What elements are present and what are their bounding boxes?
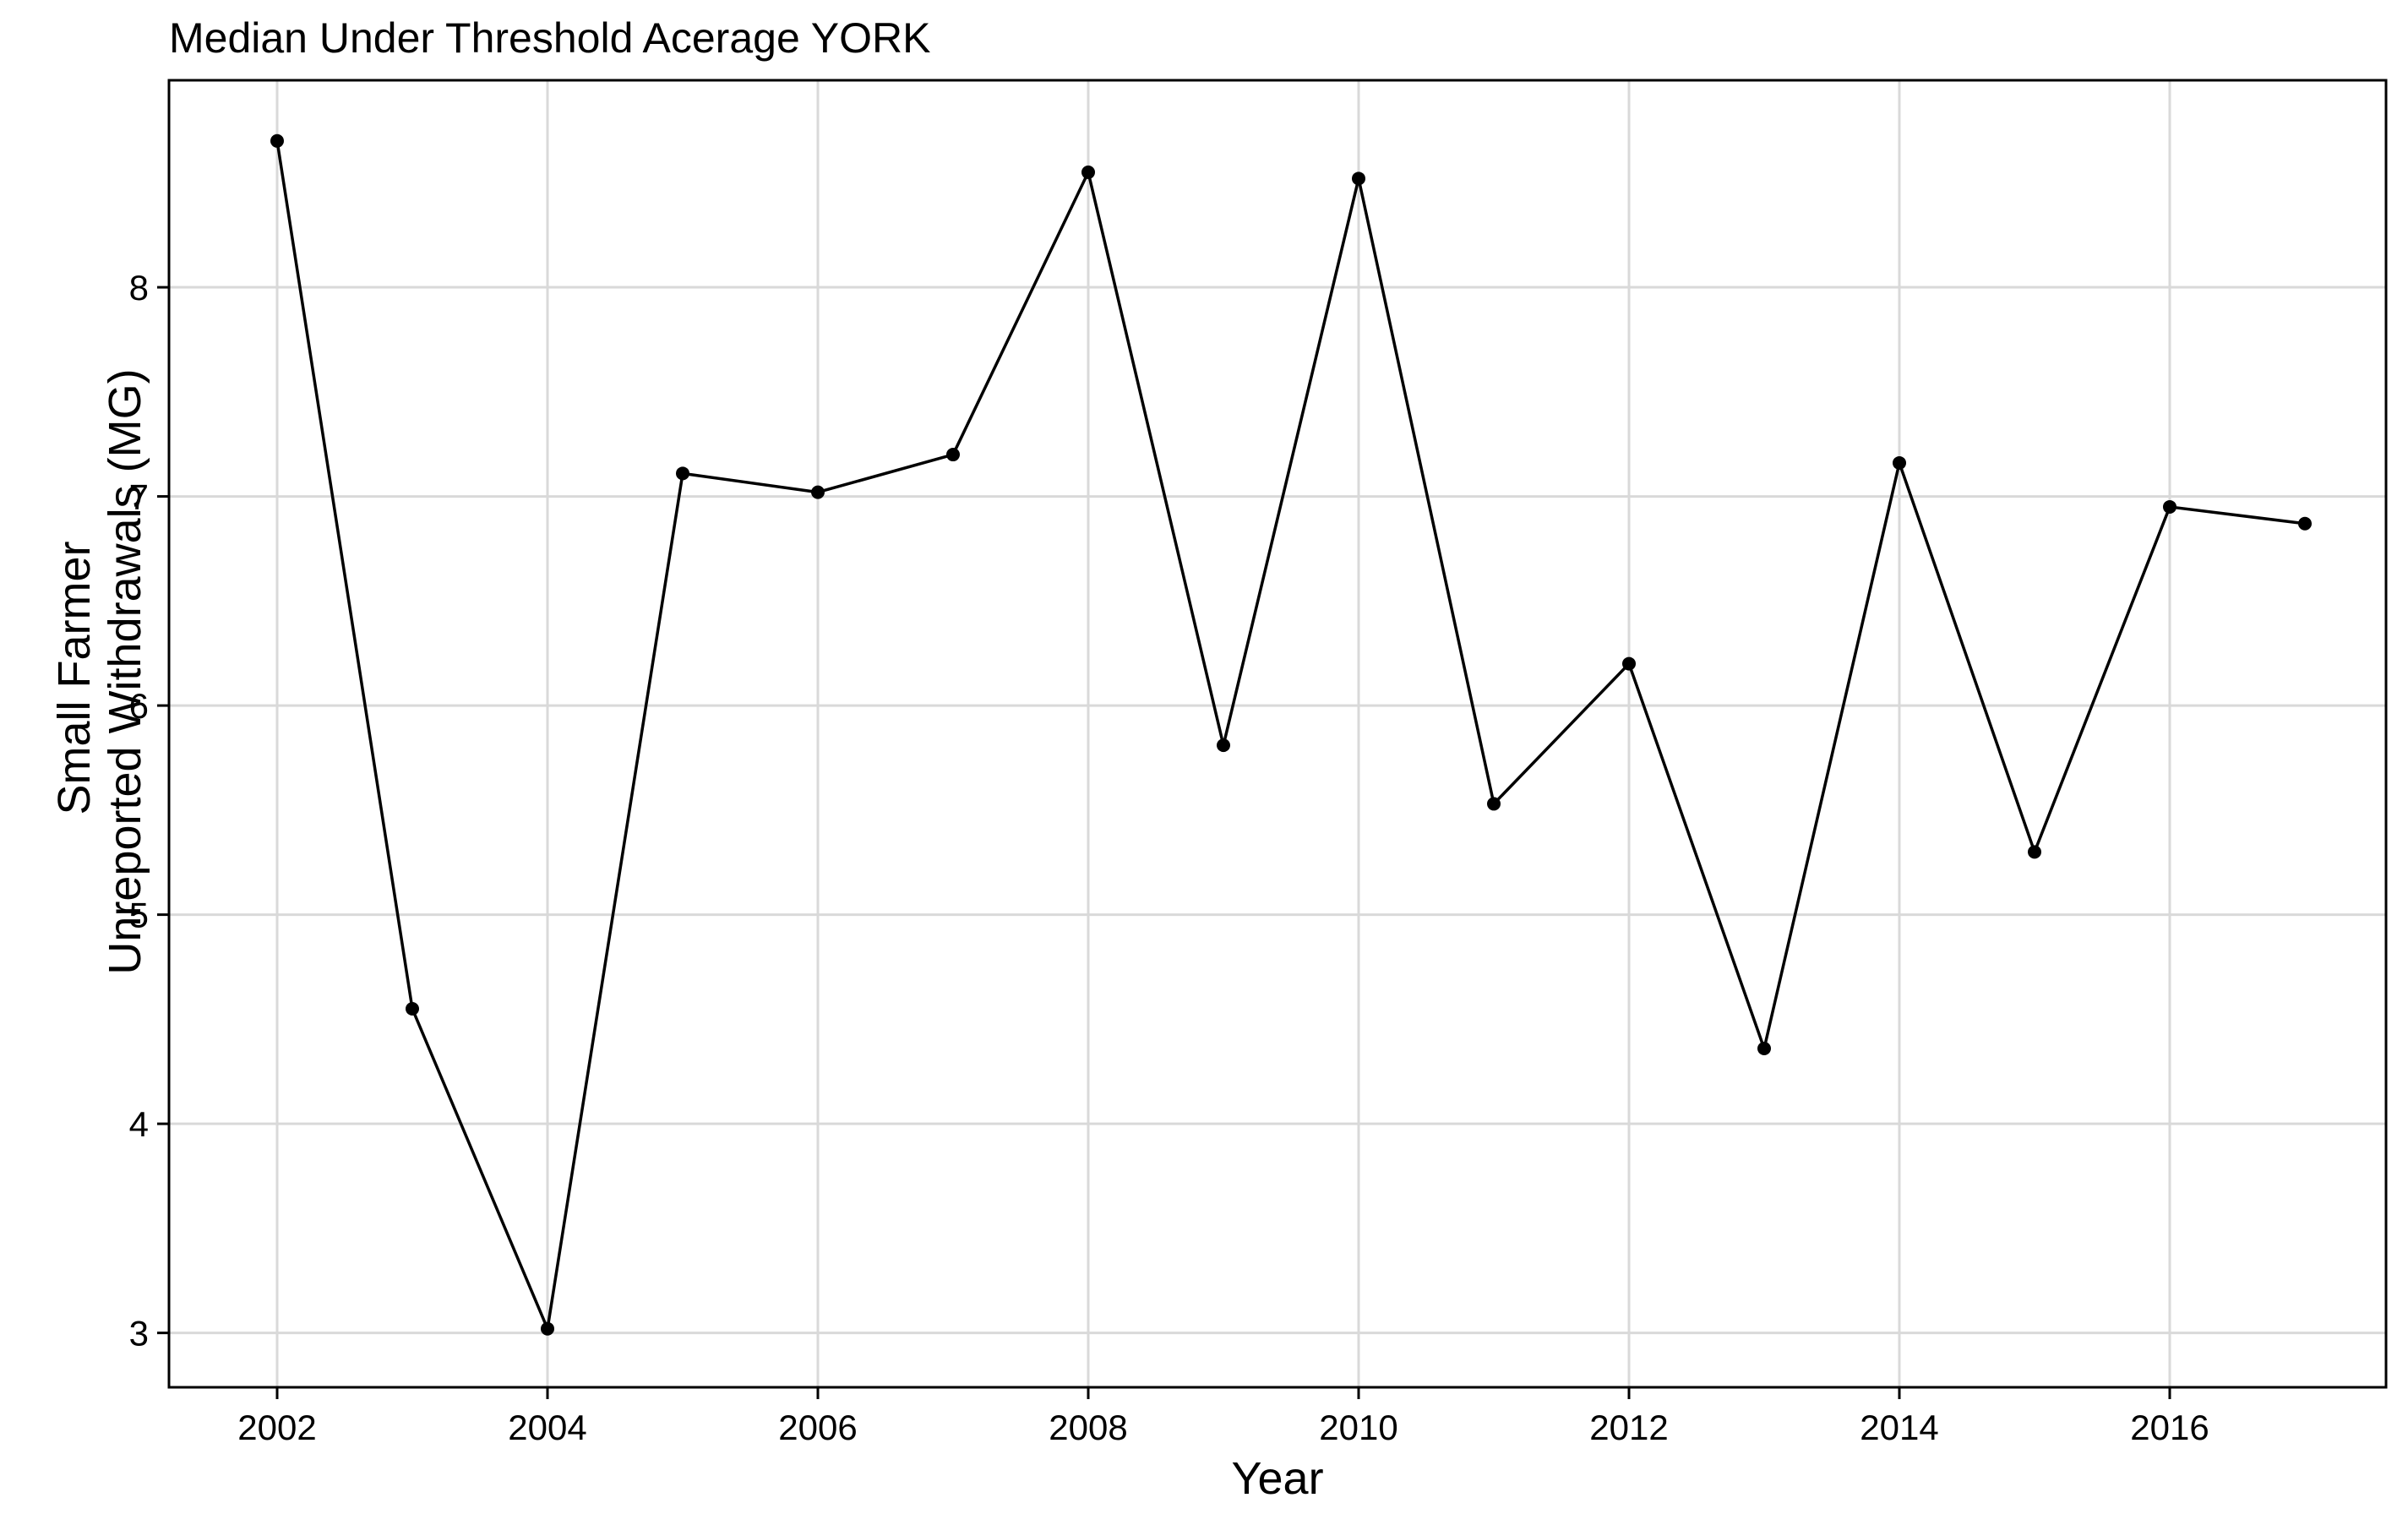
x-tick-label: 2016 [2130, 1408, 2209, 1447]
y-tick-label: 6 [129, 686, 149, 726]
data-point [1352, 172, 1365, 186]
data-point [1081, 165, 1095, 179]
y-tick-label: 5 [129, 896, 149, 935]
data-point [2163, 499, 2176, 514]
data-point [541, 1321, 554, 1336]
chart-title: Median Under Threshold Acerage YORK [169, 14, 930, 62]
data-point [1622, 656, 1636, 671]
x-tick-label: 2008 [1049, 1408, 1127, 1447]
y-tick-label: 3 [129, 1314, 149, 1353]
y-tick-label: 4 [129, 1104, 149, 1144]
data-point [1893, 455, 1906, 470]
x-tick-label: 2014 [1860, 1408, 1938, 1447]
x-tick-label: 2012 [1589, 1408, 1668, 1447]
data-point [946, 448, 960, 462]
data-series [270, 133, 2312, 1336]
data-point [1487, 797, 1501, 811]
data-point [1757, 1042, 1771, 1056]
y-tick-label: 7 [129, 477, 149, 517]
plot-panel-border [167, 79, 2388, 1389]
x-axis-title: Year [1231, 1453, 1323, 1504]
data-point [406, 1001, 419, 1016]
y-axis-title-line-2: Unreported Withdrawals (MG) [100, 368, 150, 974]
data-point [676, 466, 689, 481]
data-point [2028, 845, 2041, 859]
gridlines [169, 80, 2386, 1387]
axes: 2002 2004 2006 2008 2010 2012 2014 2016 3 4 5 6 7 8 [129, 268, 2209, 1447]
x-tick-label: 2002 [237, 1408, 316, 1447]
x-tick-label: 2006 [778, 1408, 857, 1447]
series-line [275, 140, 2306, 1331]
data-point [1217, 738, 1230, 753]
y-tick-label: 8 [129, 268, 149, 308]
data-point [811, 485, 825, 499]
data-point [270, 133, 284, 148]
y-axis-title-line-1: Small Farmer [49, 541, 100, 814]
x-tick-label: 2010 [1319, 1408, 1397, 1447]
data-point [2298, 516, 2312, 531]
y-axis-title: Small Farmer Unreported Withdrawals (MG) [49, 368, 150, 974]
x-tick-label: 2004 [508, 1408, 586, 1447]
